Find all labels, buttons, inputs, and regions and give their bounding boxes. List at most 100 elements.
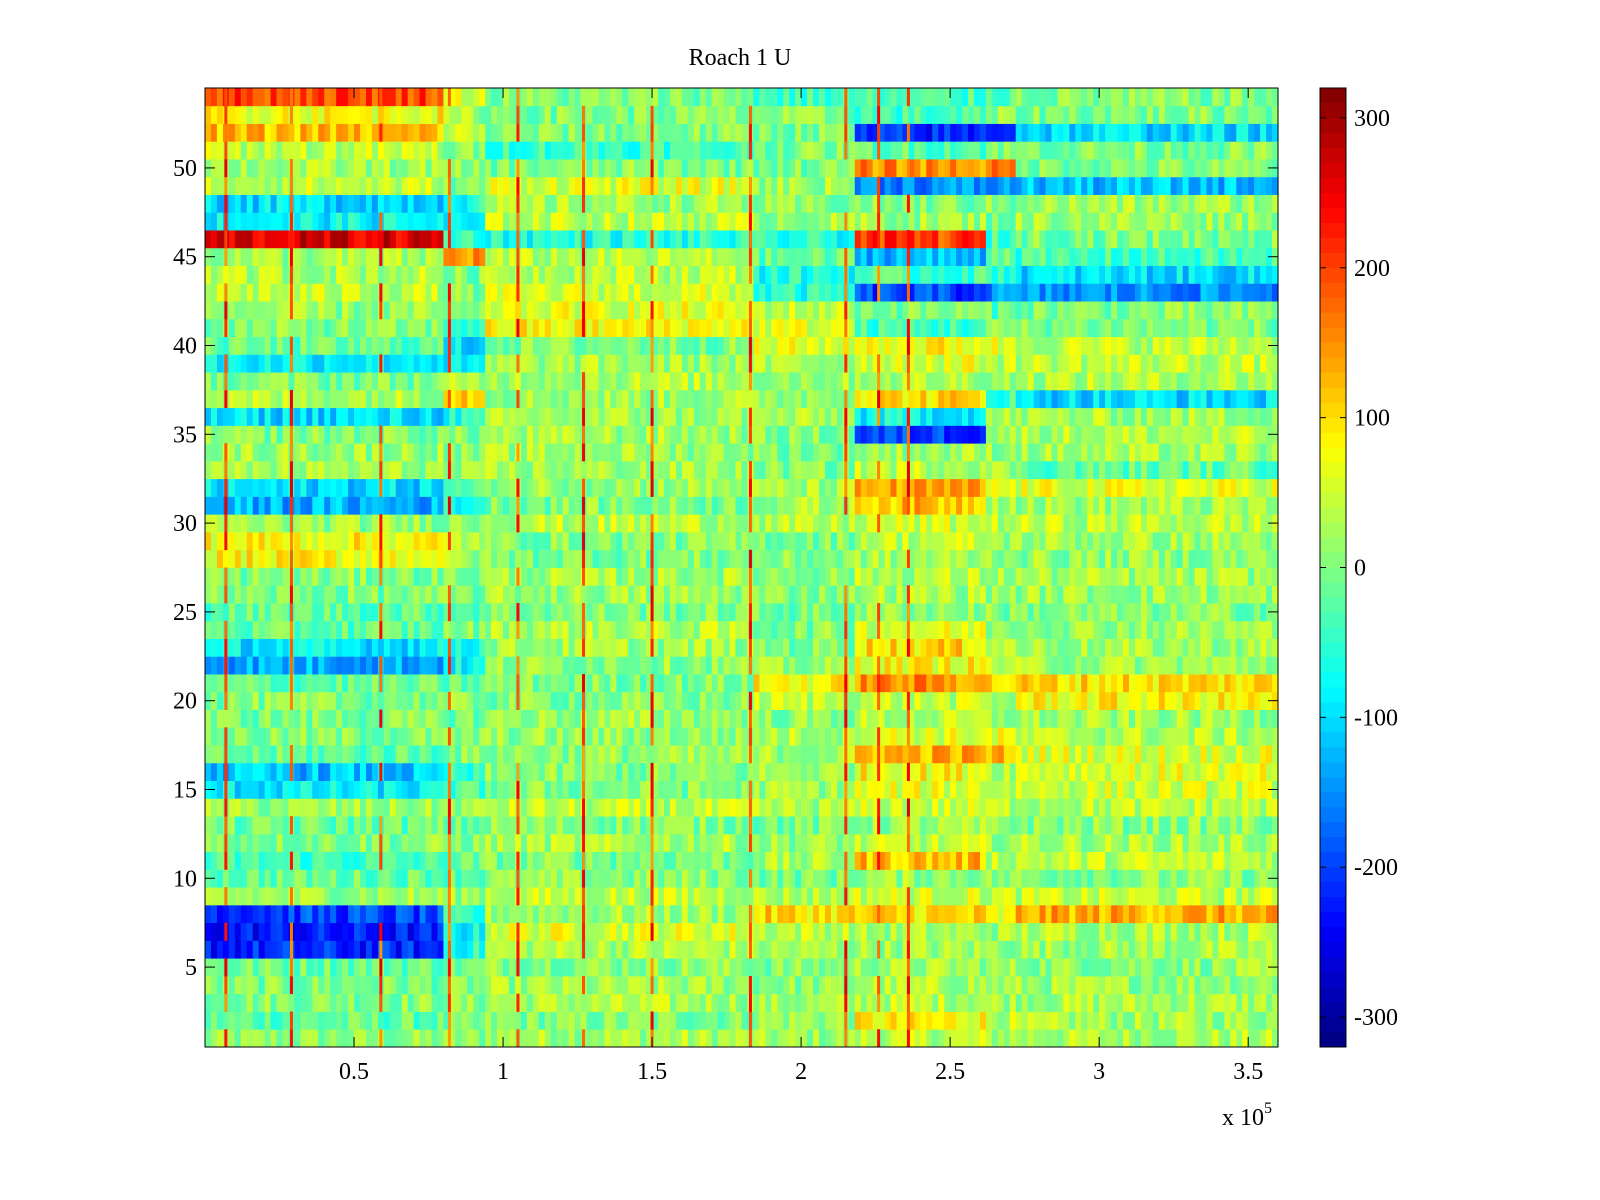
heatmap-cell xyxy=(205,656,212,675)
heatmap-cell xyxy=(1033,833,1041,853)
heatmap-cell xyxy=(813,674,820,693)
heatmap-cell xyxy=(1194,656,1202,675)
heatmap-cell xyxy=(884,709,892,728)
heatmap-cell xyxy=(1081,656,1088,675)
heatmap-cell xyxy=(979,975,987,995)
heatmap-cell xyxy=(765,1029,772,1048)
heatmap-cell xyxy=(210,1011,218,1030)
heatmap-cell xyxy=(330,816,337,835)
heatmap-cell xyxy=(246,656,254,675)
heatmap-cell xyxy=(240,567,248,586)
heatmap-cell xyxy=(681,567,689,586)
heatmap-cell xyxy=(348,762,355,782)
heatmap-cell xyxy=(675,833,683,853)
heatmap-cell xyxy=(324,567,331,586)
heatmap-cell xyxy=(1236,975,1243,995)
heatmap-cell xyxy=(491,816,498,835)
heatmap-cell xyxy=(407,816,415,835)
heatmap-cell xyxy=(485,869,492,888)
heatmap-cell xyxy=(1242,869,1249,888)
heatmap-cell xyxy=(669,993,677,1012)
heatmap-cell xyxy=(234,1029,242,1048)
heatmap-cell xyxy=(592,940,600,959)
heatmap-cell xyxy=(1015,887,1023,906)
heatmap-cell xyxy=(664,620,671,639)
heatmap-cell xyxy=(503,975,510,995)
heatmap-cell xyxy=(383,1029,391,1048)
heatmap-cell xyxy=(1170,656,1178,675)
heatmap-cell xyxy=(389,816,397,835)
heatmap-cell xyxy=(979,638,987,657)
heatmap-cell xyxy=(1117,798,1124,817)
heatmap-cell xyxy=(1230,762,1237,782)
heatmap-cell xyxy=(801,691,808,710)
heatmap-cell xyxy=(1128,709,1136,728)
heatmap-cell xyxy=(628,1029,635,1048)
heatmap-cell xyxy=(270,674,278,693)
heatmap-cell xyxy=(246,620,254,639)
heatmap-cell xyxy=(252,691,260,710)
heatmap-cell xyxy=(1057,798,1064,817)
heatmap-cell xyxy=(1128,585,1136,604)
heatmap-cell xyxy=(473,833,480,853)
heatmap-cell xyxy=(371,904,379,924)
heatmap-cell xyxy=(210,993,218,1012)
heatmap-cell xyxy=(664,709,671,728)
heatmap-cell xyxy=(1003,816,1011,835)
heatmap-cell xyxy=(318,922,325,941)
heatmap-cell xyxy=(926,762,933,782)
heatmap-cell xyxy=(902,603,910,622)
heatmap-cell xyxy=(1236,674,1243,693)
heatmap-cell xyxy=(1188,922,1196,941)
heatmap-cell xyxy=(556,691,564,710)
heatmap-cell xyxy=(306,904,313,924)
heatmap-cell xyxy=(425,816,433,835)
heatmap-cell xyxy=(1182,887,1190,906)
heatmap-cell xyxy=(264,620,272,639)
heatmap-cell xyxy=(1105,1011,1112,1030)
heatmap-row xyxy=(205,762,1279,782)
heatmap-cell xyxy=(884,869,892,888)
heatmap-cell xyxy=(991,638,999,657)
heatmap-cell xyxy=(610,709,617,728)
heatmap-cell xyxy=(693,709,701,728)
heatmap-cell xyxy=(365,603,373,622)
heatmap-cell xyxy=(401,656,409,675)
heatmap-cell xyxy=(473,798,480,817)
heatmap-cell xyxy=(938,585,945,604)
heatmap-cell xyxy=(318,656,325,675)
heatmap-cell xyxy=(717,940,725,959)
heatmap-cell xyxy=(520,975,528,995)
heatmap-cell xyxy=(1123,691,1130,710)
heatmap-cell xyxy=(1146,869,1154,888)
heatmap-cell xyxy=(985,656,993,675)
heatmap-cell xyxy=(1033,993,1041,1012)
heatmap-cell xyxy=(1218,691,1225,710)
heatmap-cell xyxy=(1266,656,1273,675)
heatmap-cell xyxy=(598,656,605,675)
heatmap-cell xyxy=(920,727,927,746)
heatmap-cell xyxy=(968,922,975,941)
heatmap-cell xyxy=(294,940,301,959)
heatmap-cell xyxy=(723,656,731,675)
heatmap-cell xyxy=(1063,727,1070,746)
heatmap-cell xyxy=(860,691,868,710)
heatmap-cell xyxy=(962,762,969,782)
heatmap-cell xyxy=(1015,656,1023,675)
heatmap-cell xyxy=(413,620,421,639)
heatmap-cell xyxy=(956,1029,963,1048)
heatmap-cell xyxy=(586,762,594,782)
heatmap-cell xyxy=(741,620,749,639)
heatmap-cell xyxy=(1033,922,1041,941)
heatmap-cell xyxy=(1254,798,1261,817)
heatmap-cell xyxy=(383,549,391,568)
heatmap-cell xyxy=(914,567,921,586)
heatmap-cell xyxy=(938,904,945,924)
heatmap-cell xyxy=(616,567,623,586)
heatmap-cell xyxy=(592,549,600,568)
heatmap-cell xyxy=(783,638,790,657)
heatmap-cell xyxy=(234,940,242,959)
heatmap-cell xyxy=(1230,1011,1237,1030)
heatmap-cell xyxy=(658,851,665,870)
heatmap-cell xyxy=(598,567,605,586)
